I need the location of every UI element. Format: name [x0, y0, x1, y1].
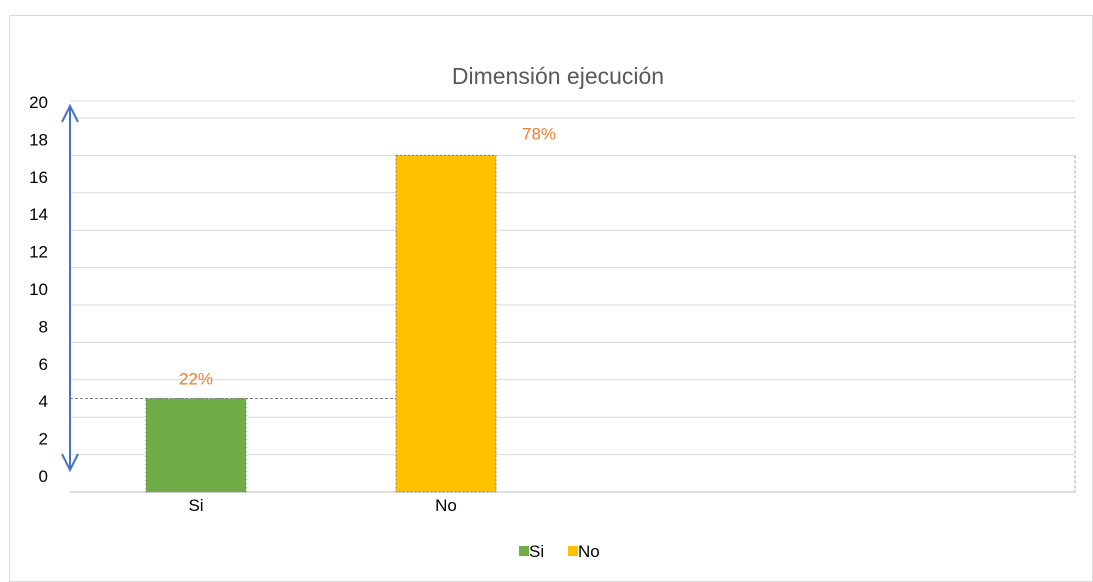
y-tick-label: 20 — [29, 93, 48, 112]
bar-no — [395, 154, 497, 493]
bars — [145, 154, 497, 493]
legend-swatch-no — [568, 546, 578, 556]
x-category-label: No — [435, 496, 457, 515]
y-tick-label: 8 — [39, 317, 48, 336]
double-arrow-icon — [61, 103, 79, 473]
x-axis-categories: Si No — [188, 496, 456, 515]
y-tick-label: 6 — [39, 355, 48, 374]
legend-label-no: No — [578, 542, 600, 561]
chart-title: Dimensión ejecución — [452, 63, 664, 89]
y-tick-label: 2 — [39, 430, 48, 449]
chart-border — [9, 15, 1093, 582]
data-labels: 22% 78% — [179, 124, 556, 388]
y-tick-label: 0 — [39, 467, 48, 486]
x-category-label: Si — [188, 496, 203, 515]
bar-si — [145, 398, 247, 493]
y-tick-label: 18 — [29, 130, 48, 149]
legend-label-si: Si — [529, 542, 544, 561]
y-axis-ticks: 0 2 4 6 8 10 12 14 16 18 20 — [29, 93, 48, 486]
y-tick-label: 14 — [29, 205, 48, 224]
y-tick-label: 12 — [29, 243, 48, 262]
y-tick-label: 10 — [29, 280, 48, 299]
y-tick-label: 4 — [39, 392, 48, 411]
y-tick-label: 16 — [29, 168, 48, 187]
data-label: 22% — [179, 370, 213, 389]
data-label: 78% — [522, 124, 556, 143]
legend: Si No — [519, 542, 600, 561]
legend-swatch-si — [519, 546, 529, 556]
